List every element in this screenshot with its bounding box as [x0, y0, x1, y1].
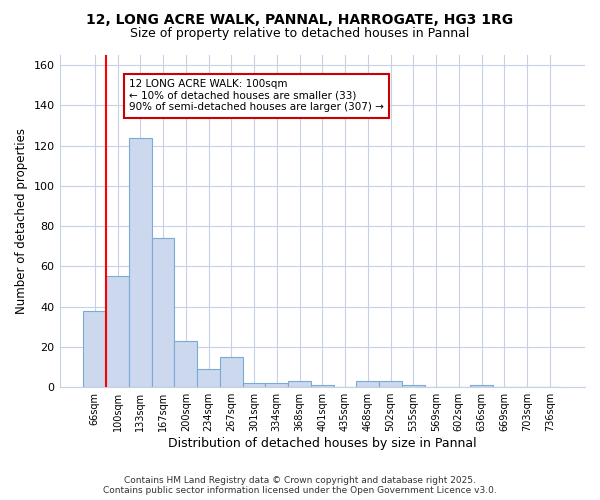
Bar [152, 238, 175, 387]
X-axis label: Distribution of detached houses by size in Pannal: Distribution of detached houses by size … [168, 437, 476, 450]
Bar [379, 381, 402, 387]
Bar [402, 385, 425, 387]
Bar [356, 381, 379, 387]
Bar [288, 381, 311, 387]
Bar [242, 383, 265, 387]
Bar [311, 385, 334, 387]
Bar [129, 138, 152, 387]
Bar [197, 369, 220, 387]
Text: Size of property relative to detached houses in Pannal: Size of property relative to detached ho… [130, 28, 470, 40]
Text: 12, LONG ACRE WALK, PANNAL, HARROGATE, HG3 1RG: 12, LONG ACRE WALK, PANNAL, HARROGATE, H… [86, 12, 514, 26]
Bar [83, 310, 106, 387]
Y-axis label: Number of detached properties: Number of detached properties [15, 128, 28, 314]
Text: Contains HM Land Registry data © Crown copyright and database right 2025.
Contai: Contains HM Land Registry data © Crown c… [103, 476, 497, 495]
Bar [265, 383, 288, 387]
Bar [470, 385, 493, 387]
Text: 12 LONG ACRE WALK: 100sqm
← 10% of detached houses are smaller (33)
90% of semi-: 12 LONG ACRE WALK: 100sqm ← 10% of detac… [129, 79, 384, 112]
Bar [175, 341, 197, 387]
Bar [106, 276, 129, 387]
Bar [220, 357, 242, 387]
